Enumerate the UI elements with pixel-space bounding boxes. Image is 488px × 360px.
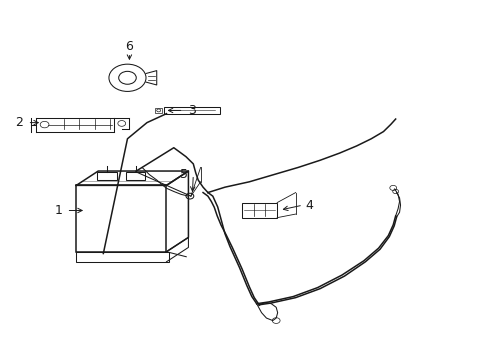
Text: 5: 5 [179, 168, 187, 181]
Text: 1: 1 [54, 204, 62, 217]
Bar [155, 108, 162, 113]
Text: 4: 4 [305, 199, 313, 212]
Bar [76, 252, 168, 262]
Text: 3: 3 [187, 104, 195, 117]
Bar [126, 172, 145, 180]
Text: 2: 2 [15, 116, 23, 129]
Bar [163, 107, 220, 114]
Bar [76, 185, 166, 252]
Text: 6: 6 [125, 40, 133, 53]
Bar [97, 172, 117, 180]
Bar [242, 203, 277, 218]
